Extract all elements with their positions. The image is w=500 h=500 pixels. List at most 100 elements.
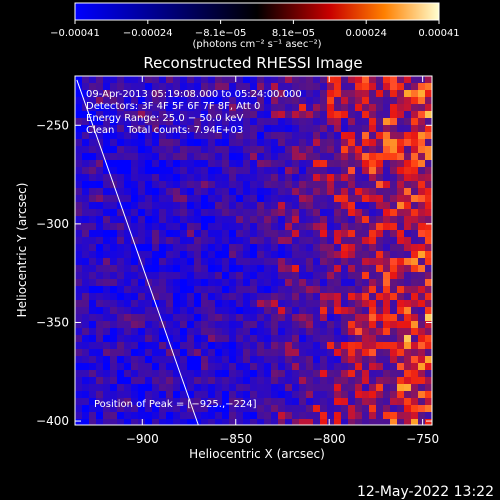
- heatmap-cell: [383, 111, 391, 119]
- heatmap-cell: [299, 419, 307, 425]
- heatmap-cell: [376, 356, 384, 364]
- heatmap-cell: [320, 97, 328, 105]
- heatmap-cell: [117, 244, 125, 252]
- heatmap-cell: [327, 412, 335, 420]
- heatmap-cell: [145, 398, 153, 406]
- heatmap-cell: [82, 377, 90, 385]
- heatmap-cell: [215, 174, 223, 182]
- heatmap-cell: [383, 160, 391, 168]
- heatmap-cell: [243, 419, 251, 425]
- heatmap-cell: [362, 90, 370, 98]
- heatmap-cell: [110, 384, 118, 392]
- heatmap-cell: [180, 83, 188, 91]
- heatmap-cell: [292, 307, 300, 315]
- heatmap-cell: [138, 335, 146, 343]
- heatmap-cell: [201, 139, 209, 147]
- heatmap-cell: [418, 321, 426, 329]
- heatmap-cell: [271, 167, 279, 175]
- heatmap-cell: [194, 188, 202, 196]
- heatmap-cell: [411, 132, 419, 140]
- heatmap-cell: [313, 195, 321, 203]
- heatmap-cell: [369, 419, 377, 425]
- heatmap-cell: [320, 272, 328, 280]
- heatmap-cell: [257, 132, 265, 140]
- heatmap-cell: [229, 391, 237, 399]
- heatmap-cell: [355, 97, 363, 105]
- heatmap-cell: [376, 216, 384, 224]
- heatmap-cell: [362, 223, 370, 231]
- heatmap-cell: [138, 370, 146, 378]
- heatmap-cell: [194, 132, 202, 140]
- heatmap-cell: [306, 244, 314, 252]
- heatmap-cell: [355, 139, 363, 147]
- heatmap-cell: [180, 139, 188, 147]
- heatmap-cell: [117, 83, 125, 91]
- heatmap-cell: [152, 146, 160, 154]
- heatmap-cell: [166, 230, 174, 238]
- heatmap-cell: [222, 76, 230, 84]
- heatmap-cell: [285, 377, 293, 385]
- heatmap-cell: [124, 307, 132, 315]
- heatmap-cell: [236, 181, 244, 189]
- heatmap-cell: [411, 342, 419, 350]
- heatmap-cell: [201, 300, 209, 308]
- heatmap-cell: [348, 342, 356, 350]
- heatmap-cell: [131, 286, 139, 294]
- heatmap-cell: [82, 391, 90, 399]
- heatmap-cell: [411, 349, 419, 357]
- heatmap-cell: [103, 223, 111, 231]
- heatmap-cell: [411, 209, 419, 217]
- heatmap-cell: [89, 83, 97, 91]
- heatmap-cell: [138, 265, 146, 273]
- heatmap-cell: [334, 167, 342, 175]
- heatmap-cell: [327, 356, 335, 364]
- heatmap-cell: [278, 384, 286, 392]
- heatmap-cell: [82, 349, 90, 357]
- heatmap-cell: [264, 195, 272, 203]
- heatmap-cell: [173, 202, 181, 210]
- heatmap-cell: [320, 160, 328, 168]
- heatmap-cell: [390, 216, 398, 224]
- heatmap-cell: [222, 188, 230, 196]
- heatmap-cell: [117, 300, 125, 308]
- heatmap-cell: [334, 132, 342, 140]
- heatmap-cell: [383, 272, 391, 280]
- heatmap-cell: [166, 132, 174, 140]
- heatmap-cell: [89, 202, 97, 210]
- heatmap-cell: [250, 97, 258, 105]
- heatmap-cell: [313, 286, 321, 294]
- heatmap-cell: [152, 293, 160, 301]
- heatmap-cell: [208, 258, 216, 266]
- heatmap-cell: [229, 370, 237, 378]
- heatmap-cell: [145, 342, 153, 350]
- heatmap-cell: [117, 391, 125, 399]
- heatmap-cell: [131, 419, 139, 425]
- heatmap-cell: [194, 356, 202, 364]
- heatmap-cell: [180, 160, 188, 168]
- heatmap-cell: [166, 146, 174, 154]
- heatmap-cell: [173, 111, 181, 119]
- heatmap-cell: [96, 230, 104, 238]
- heatmap-cell: [425, 90, 432, 98]
- heatmap-cell: [194, 300, 202, 308]
- heatmap-cell: [264, 405, 272, 413]
- heatmap-cell: [355, 349, 363, 357]
- heatmap-cell: [152, 377, 160, 385]
- heatmap-cell: [138, 384, 146, 392]
- heatmap-cell: [348, 223, 356, 231]
- heatmap-cell: [138, 398, 146, 406]
- heatmap-cell: [173, 209, 181, 217]
- heatmap-cell: [383, 412, 391, 420]
- heatmap-cell: [187, 181, 195, 189]
- heatmap-cell: [313, 321, 321, 329]
- heatmap-cell: [299, 146, 307, 154]
- heatmap-cell: [138, 237, 146, 245]
- heatmap-cell: [159, 286, 167, 294]
- heatmap-cell: [229, 419, 237, 425]
- heatmap-cell: [82, 370, 90, 378]
- heatmap-cell: [131, 356, 139, 364]
- heatmap-cell: [180, 328, 188, 336]
- heatmap-cell: [250, 160, 258, 168]
- heatmap-cell: [341, 111, 349, 119]
- heatmap-cell: [292, 118, 300, 126]
